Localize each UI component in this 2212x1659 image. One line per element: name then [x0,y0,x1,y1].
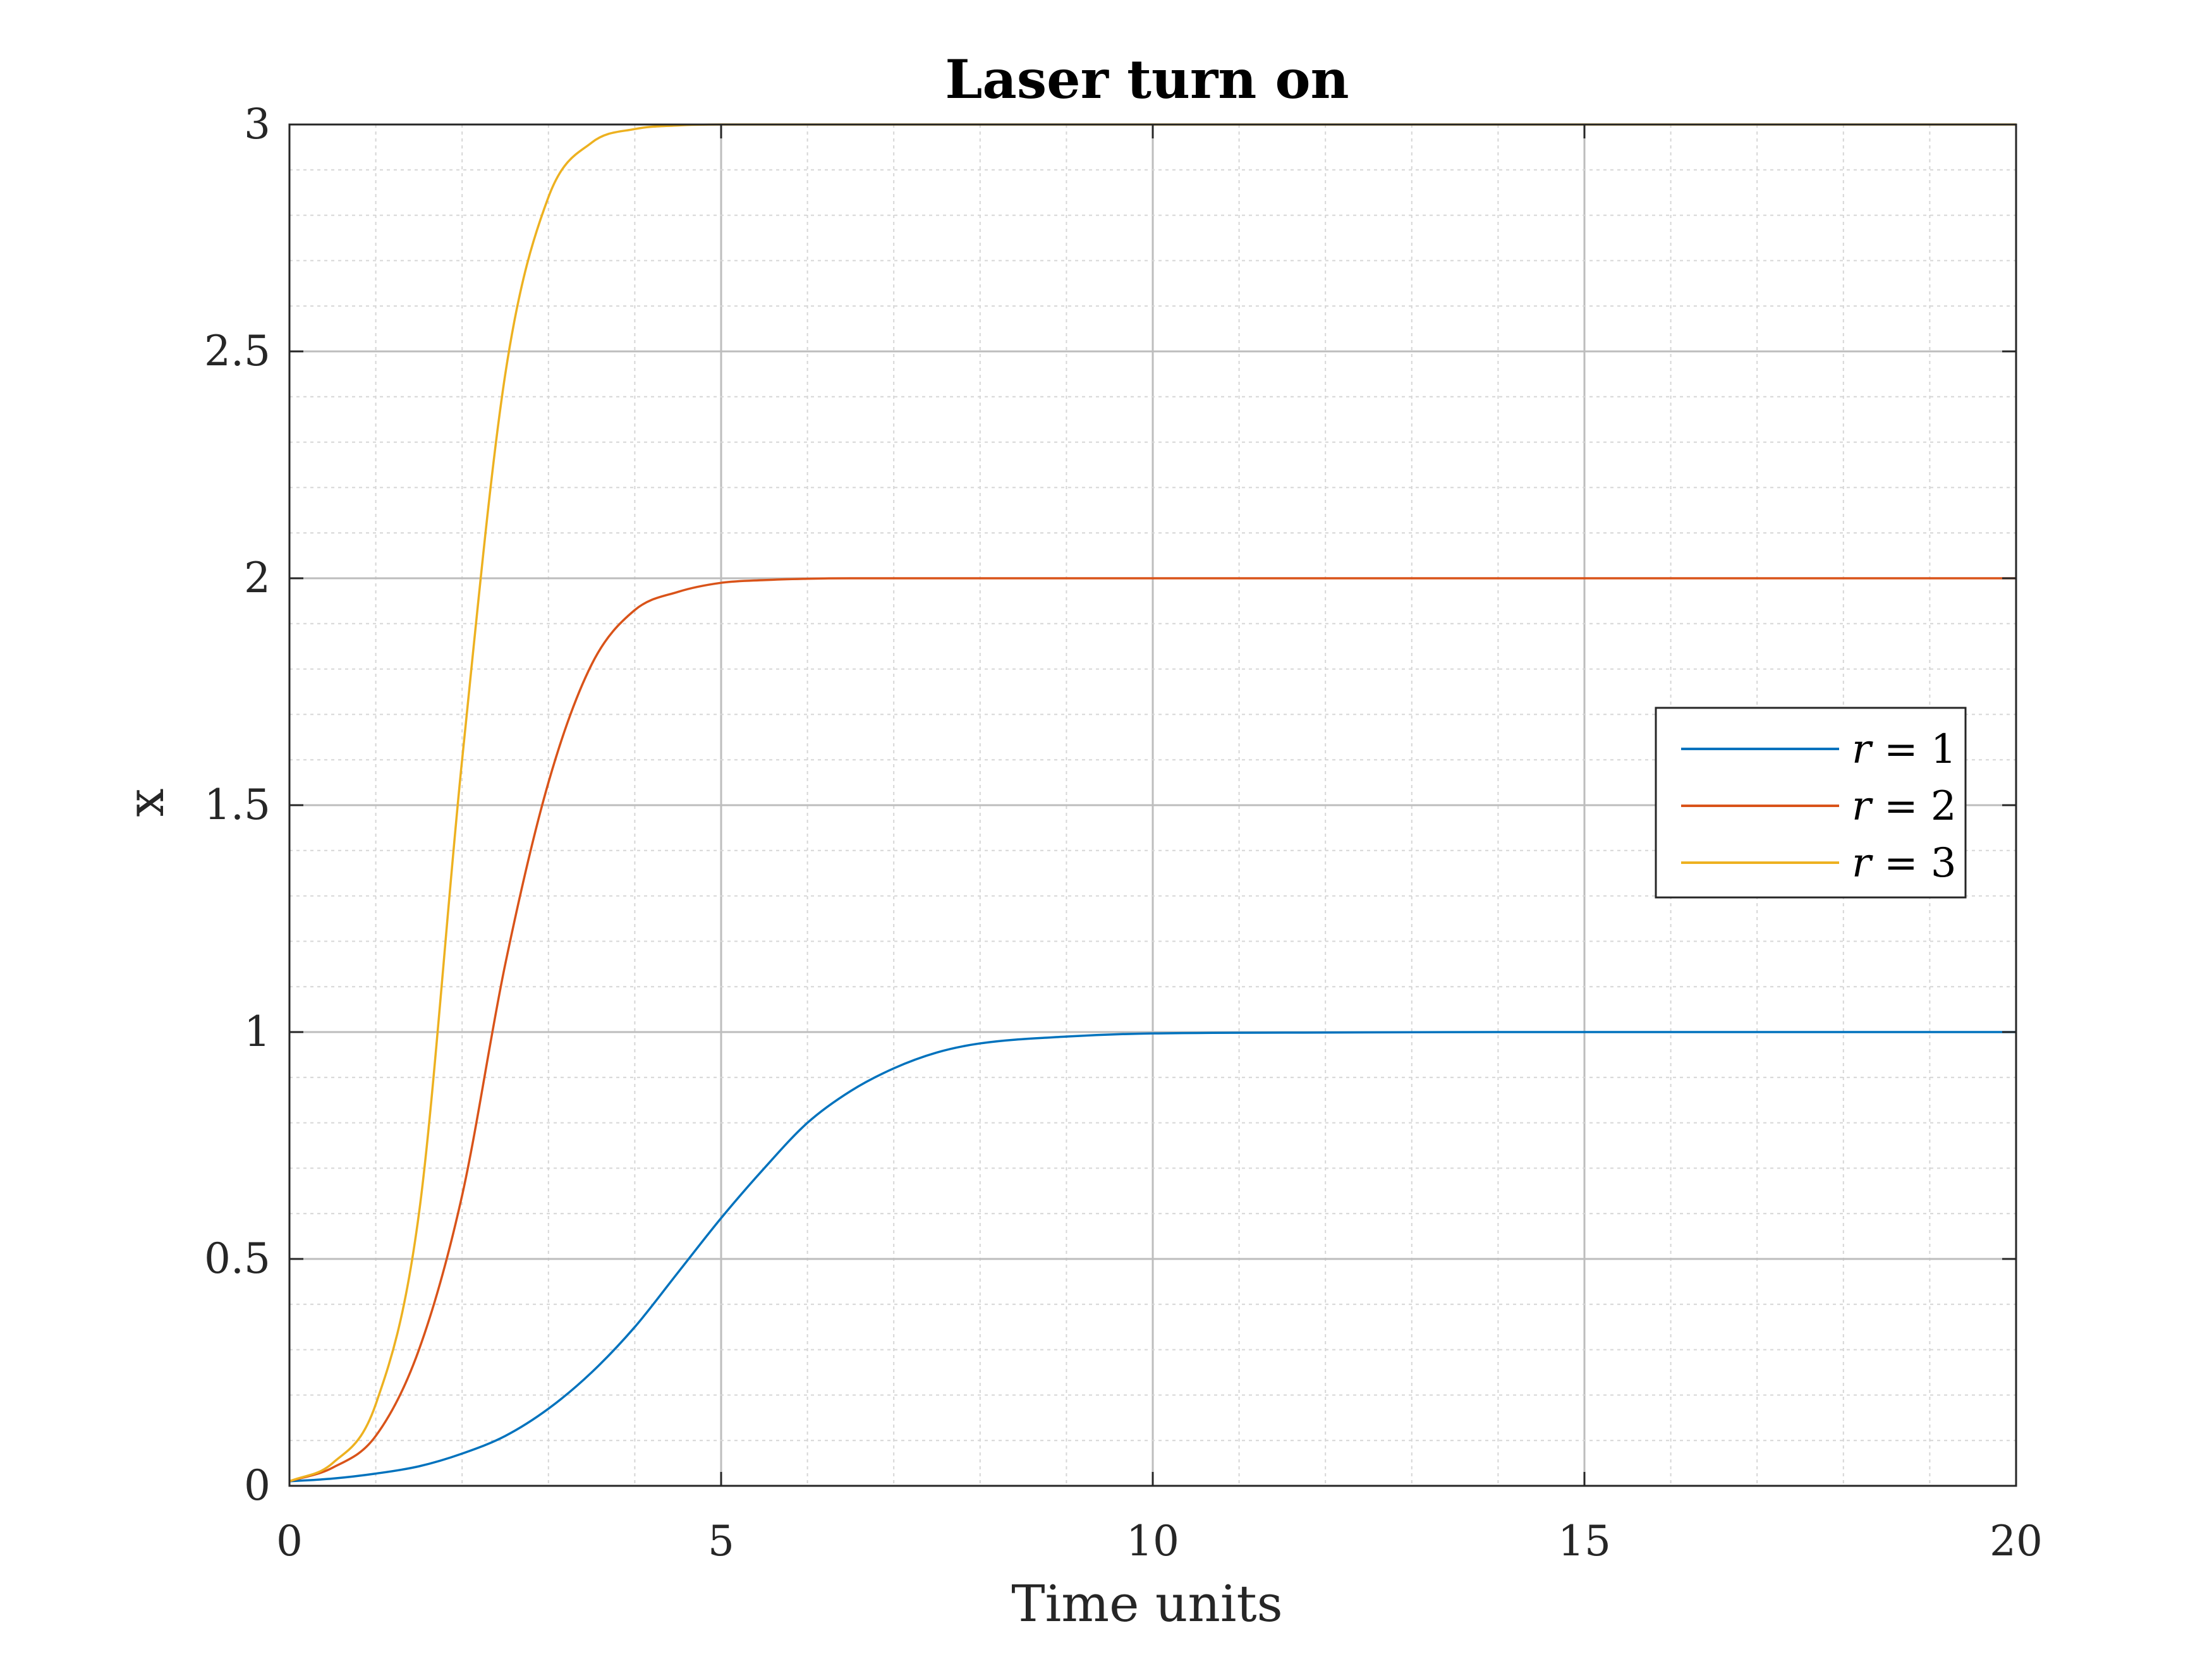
chart-title: Laser turn on [945,48,1349,111]
y-tick-label: 0.5 [204,1234,270,1283]
legend-variable: r [1852,840,1873,887]
x-tick-labels: 0 5 10 15 20 [276,1517,2043,1565]
x-tick-label: 0 [276,1517,303,1565]
tick-marks [288,123,2017,1487]
x-tick-label: 5 [708,1517,734,1565]
legend-value: = 2 [1871,783,1957,830]
y-axis-title: x [116,788,175,817]
legend-variable: r [1852,783,1873,830]
x-tick-label: 20 [1990,1517,2043,1565]
legend: r = 1r = 2r = 3 [1655,707,1967,899]
series-line-r2 [289,577,2016,1483]
x-tick-label: 10 [1126,1517,1179,1565]
y-tick-label: 3 [244,100,270,149]
x-tick-label: 15 [1558,1517,1611,1565]
legend-label-r3: r = 3 [1852,840,1957,887]
legend-box [1655,707,1967,899]
legend-label-r1: r = 1 [1852,726,1957,773]
series-line-r1 [289,1031,2016,1483]
legend-label-r2: r = 2 [1852,783,1957,830]
y-tick-label: 1 [244,1007,270,1056]
y-tick-label: 1.5 [204,781,270,829]
y-tick-label: 2.5 [204,327,270,375]
y-tick-label: 0 [244,1461,270,1510]
x-axis-title: Time units [1011,1574,1282,1633]
legend-items: r = 1r = 2r = 3 [1681,726,1957,887]
y-tick-label: 2 [244,554,270,602]
legend-value: = 3 [1871,840,1957,887]
legend-variable: r [1852,726,1873,773]
y-tick-labels: 0 0.5 1 1.5 2 2.5 3 [204,100,270,1510]
legend-value: = 1 [1871,726,1957,773]
